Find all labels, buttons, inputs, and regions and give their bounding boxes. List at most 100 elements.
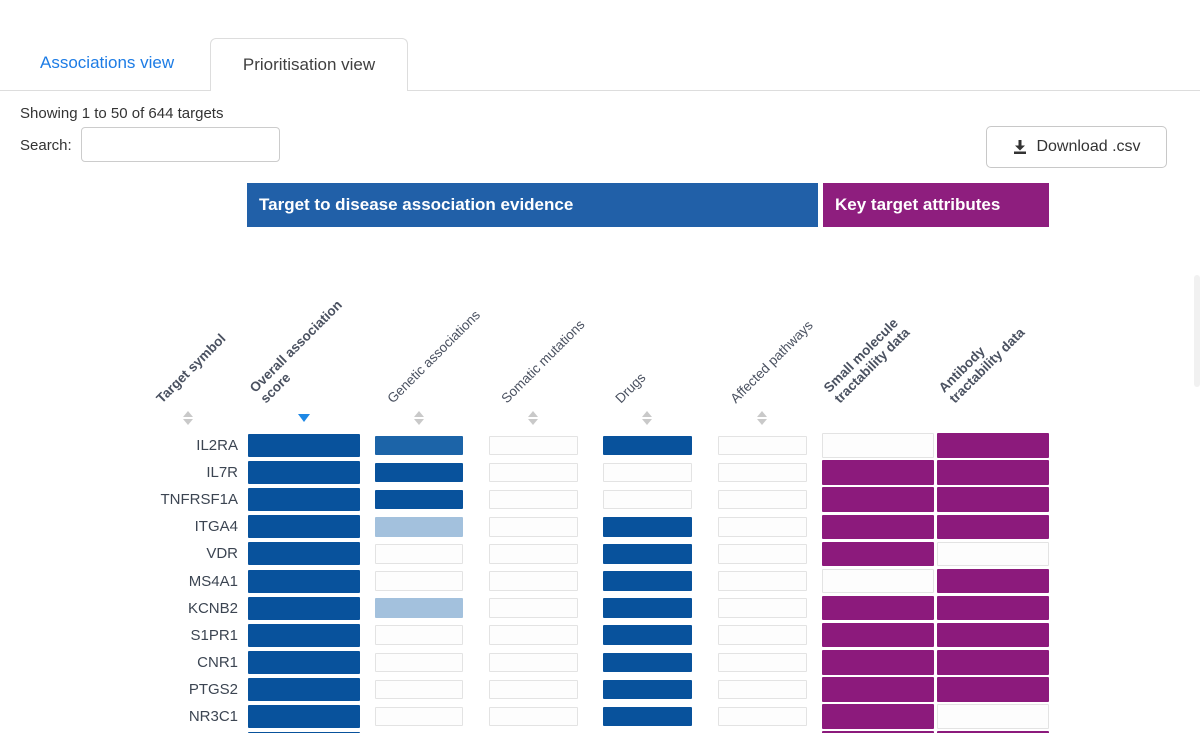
heatmap-cell-drugs[interactable] [603,489,692,510]
target-symbol-link[interactable]: IL7R [206,464,238,482]
target-symbol-link[interactable]: VDR [206,545,238,563]
heatmap-cell-genetic[interactable] [375,652,463,673]
target-symbol-link[interactable]: KCNB2 [187,599,238,617]
tab-prioritisation-view[interactable]: Prioritisation view [210,38,408,91]
sort-desc-icon-overall[interactable] [296,409,312,426]
heatmap-cell-drugs[interactable] [603,462,692,483]
vertical-scrollbar-thumb[interactable] [1194,275,1200,387]
heatmap-cell-pathways[interactable] [718,679,807,700]
sort-icon-drugs[interactable] [639,409,655,426]
target-symbol-link[interactable]: ITGA4 [194,518,238,536]
heatmap-cell-smallmol[interactable] [822,541,934,567]
heatmap-cell-smallmol[interactable] [822,650,934,675]
heatmap-cell-smallmol[interactable] [822,568,934,594]
heatmap-cell-smallmol[interactable] [822,704,934,729]
heatmap-cell-drugs[interactable] [603,625,692,645]
column-header-target_symbol[interactable]: Target symbol [153,330,229,406]
heatmap-cell-overall[interactable] [248,434,360,458]
heatmap-cell-drugs[interactable] [603,652,692,673]
heatmap-cell-antibody[interactable] [937,622,1049,648]
heatmap-cell-drugs[interactable] [603,544,692,564]
tab-associations-view[interactable]: Associations view [40,53,175,72]
heatmap-cell-drugs[interactable] [603,571,692,591]
heatmap-cell-antibody[interactable] [937,677,1049,702]
heatmap-cell-somatic[interactable] [489,679,578,700]
heatmap-cell-antibody[interactable] [937,568,1049,594]
heatmap-cell-pathways[interactable] [718,517,807,537]
heatmap-cell-smallmol[interactable] [822,677,934,702]
heatmap-cell-pathways[interactable] [718,625,807,645]
heatmap-cell-drugs[interactable] [603,679,692,700]
target-symbol-link[interactable]: TNFRSF1A [160,491,238,509]
sort-icon-pathways[interactable] [754,409,770,426]
heatmap-cell-overall[interactable] [248,488,360,512]
sort-icon-genetic[interactable] [411,409,427,426]
heatmap-cell-pathways[interactable] [718,571,807,591]
heatmap-cell-antibody[interactable] [937,460,1049,485]
heatmap-cell-pathways[interactable] [718,489,807,510]
heatmap-cell-somatic[interactable] [489,435,578,456]
heatmap-cell-overall[interactable] [248,650,360,674]
heatmap-cell-antibody[interactable] [937,433,1049,458]
heatmap-cell-antibody[interactable] [937,595,1049,621]
heatmap-cell-smallmol[interactable] [822,595,934,621]
heatmap-cell-somatic[interactable] [489,489,578,510]
heatmap-cell-genetic[interactable] [375,517,463,537]
heatmap-cell-genetic[interactable] [375,435,463,456]
heatmap-cell-smallmol[interactable] [822,487,934,512]
heatmap-cell-somatic[interactable] [489,706,578,727]
heatmap-cell-antibody[interactable] [937,704,1049,729]
heatmap-cell-genetic[interactable] [375,679,463,700]
heatmap-cell-antibody[interactable] [937,541,1049,567]
heatmap-cell-overall[interactable] [248,515,360,539]
column-header-overall[interactable]: Overall association score [246,297,345,406]
heatmap-cell-pathways[interactable] [718,435,807,456]
search-input[interactable] [81,127,280,162]
heatmap-cell-smallmol[interactable] [822,731,934,733]
heatmap-cell-antibody[interactable] [937,487,1049,512]
heatmap-cell-somatic[interactable] [489,544,578,564]
target-symbol-link[interactable]: IL2RA [196,437,238,455]
target-symbol-link[interactable]: MS4A1 [188,572,238,590]
heatmap-cell-smallmol[interactable] [822,514,934,540]
heatmap-cell-pathways[interactable] [718,706,807,727]
heatmap-cell-smallmol[interactable] [822,460,934,485]
heatmap-cell-overall[interactable] [248,569,360,593]
heatmap-cell-overall[interactable] [248,704,360,728]
heatmap-cell-pathways[interactable] [718,652,807,673]
heatmap-cell-genetic[interactable] [375,462,463,483]
heatmap-cell-somatic[interactable] [489,517,578,537]
heatmap-cell-overall[interactable] [248,542,360,566]
heatmap-cell-drugs[interactable] [603,517,692,537]
heatmap-cell-somatic[interactable] [489,652,578,673]
heatmap-cell-pathways[interactable] [718,598,807,618]
heatmap-cell-pathways[interactable] [718,544,807,564]
heatmap-cell-genetic[interactable] [375,489,463,510]
heatmap-cell-antibody[interactable] [937,514,1049,540]
heatmap-cell-drugs[interactable] [603,706,692,727]
target-symbol-link[interactable]: PTGS2 [188,680,238,698]
heatmap-cell-somatic[interactable] [489,462,578,483]
target-symbol-link[interactable]: NR3C1 [188,707,238,725]
heatmap-cell-genetic[interactable] [375,706,463,727]
heatmap-cell-overall[interactable] [248,461,360,485]
column-header-drugs[interactable]: Drugs [612,369,649,406]
heatmap-cell-drugs[interactable] [603,598,692,618]
heatmap-cell-genetic[interactable] [375,598,463,618]
column-header-pathways[interactable]: Affected pathways [727,317,816,406]
heatmap-cell-smallmol[interactable] [822,622,934,648]
sort-icon-somatic[interactable] [525,409,541,426]
heatmap-cell-somatic[interactable] [489,571,578,591]
heatmap-cell-overall[interactable] [248,596,360,620]
target-symbol-link[interactable]: S1PR1 [190,626,238,644]
heatmap-cell-antibody[interactable] [937,650,1049,675]
heatmap-cell-antibody[interactable] [937,731,1049,733]
download-csv-button[interactable]: Download .csv [986,126,1167,168]
sort-icon-target_symbol[interactable] [180,409,196,426]
heatmap-cell-genetic[interactable] [375,571,463,591]
column-header-genetic[interactable]: Genetic associations [384,307,484,406]
heatmap-cell-overall[interactable] [248,677,360,701]
target-symbol-link[interactable]: CNR1 [197,653,238,671]
heatmap-cell-smallmol[interactable] [822,433,934,458]
column-header-somatic[interactable]: Somatic mutations [498,316,588,406]
